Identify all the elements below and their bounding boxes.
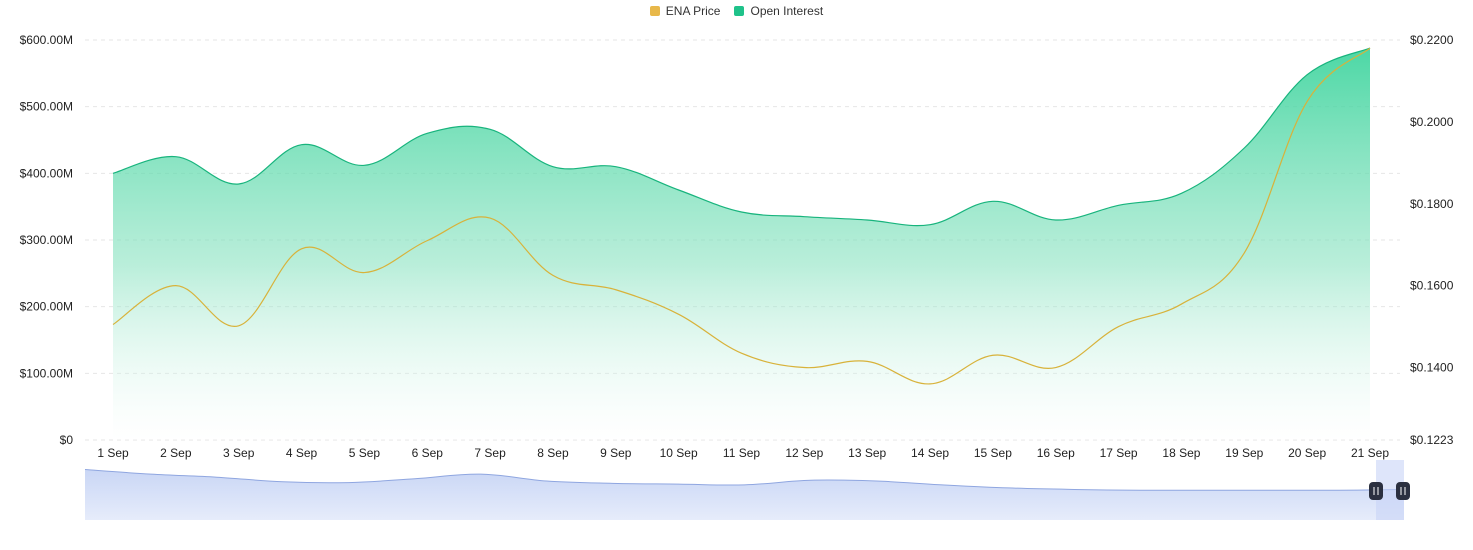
left-axis-tick-label: $300.00M (20, 233, 73, 247)
left-axis-tick-label: $400.00M (20, 166, 73, 180)
x-axis-tick-label: 13 Sep (848, 446, 886, 460)
x-axis-tick-label: 20 Sep (1288, 446, 1326, 460)
right-axis-tick-label: $0.1223 (1410, 433, 1454, 447)
x-axis-tick-label: 3 Sep (223, 446, 255, 460)
left-axis: $0 $100.00M $200.00M $300.00M $400.00M $500.0… (20, 33, 74, 447)
pause-bars-icon (1369, 482, 1383, 500)
x-axis-tick-label: 6 Sep (412, 446, 444, 460)
x-axis-tick-label: 10 Sep (660, 446, 698, 460)
legend-label-open-interest: Open Interest (750, 4, 824, 18)
legend-swatch-ena-price (649, 6, 660, 16)
x-axis-tick-label: 17 Sep (1100, 446, 1138, 460)
legend-label-ena-price: ENA Price (665, 4, 721, 18)
navigator-handle-right[interactable] (1396, 482, 1410, 500)
x-axis-tick-label: 5 Sep (349, 446, 381, 460)
x-axis-tick-label: 1 Sep (97, 446, 129, 460)
left-axis-tick-label: $200.00M (20, 300, 73, 314)
legend-item-ena-price[interactable]: ENA Price (649, 4, 721, 18)
navigator-area (85, 469, 1404, 520)
x-axis-tick-label: 8 Sep (537, 446, 569, 460)
line-layer (112, 47, 1371, 385)
x-axis-tick-label: 15 Sep (974, 446, 1012, 460)
right-axis-tick-label: $0.1600 (1410, 279, 1454, 293)
ena-price-line (112, 47, 1371, 385)
left-axis-tick-label: $100.00M (20, 366, 73, 380)
pause-bars-icon (1396, 482, 1410, 500)
x-axis-tick-label: 21 Sep (1351, 446, 1389, 460)
navigator-line (84, 469, 1405, 491)
x-axis-tick-label: 14 Sep (911, 446, 949, 460)
open-interest-line (112, 47, 1371, 227)
x-axis-tick-label: 2 Sep (160, 446, 192, 460)
right-axis-tick-label: $0.1400 (1410, 361, 1454, 375)
x-axis-tick-label: 12 Sep (785, 446, 823, 460)
x-axis-tick-label: 4 Sep (286, 446, 318, 460)
x-axis-tick-label: 16 Sep (1037, 446, 1075, 460)
left-axis-tick-label: $600.00M (20, 33, 73, 47)
legend-item-open-interest[interactable]: Open Interest (734, 4, 823, 18)
right-axis-tick-label: $0.2200 (1410, 33, 1454, 47)
open-interest-area (113, 48, 1370, 440)
left-axis-tick-label: $0 (60, 433, 74, 447)
navigator-slider[interactable] (84, 460, 1410, 520)
x-axis-tick-label: 7 Sep (474, 446, 506, 460)
right-axis-tick-label: $0.1800 (1410, 197, 1454, 211)
x-axis-tick-label: 11 Sep (723, 446, 760, 460)
legend: ENA Price Open Interest (0, 4, 1473, 18)
navigator-handle-left[interactable] (1369, 482, 1383, 500)
right-axis-tick-label: $0.2000 (1410, 115, 1454, 129)
x-axis-tick-label: 18 Sep (1162, 446, 1200, 460)
right-axis: $0.1223 $0.1400 $0.1600 $0.1800 $0.2000 $0.22… (1410, 33, 1454, 447)
x-axis: 1 Sep 2 Sep 3 Sep 4 Sep 5 Sep 6 Sep 7 Sep 8 Sep… (97, 446, 1389, 460)
legend-swatch-open-interest (734, 6, 745, 16)
x-axis-tick-label: 9 Sep (600, 446, 632, 460)
x-axis-tick-label: 19 Sep (1225, 446, 1263, 460)
area-layer (113, 48, 1370, 440)
left-axis-tick-label: $500.00M (20, 100, 73, 114)
